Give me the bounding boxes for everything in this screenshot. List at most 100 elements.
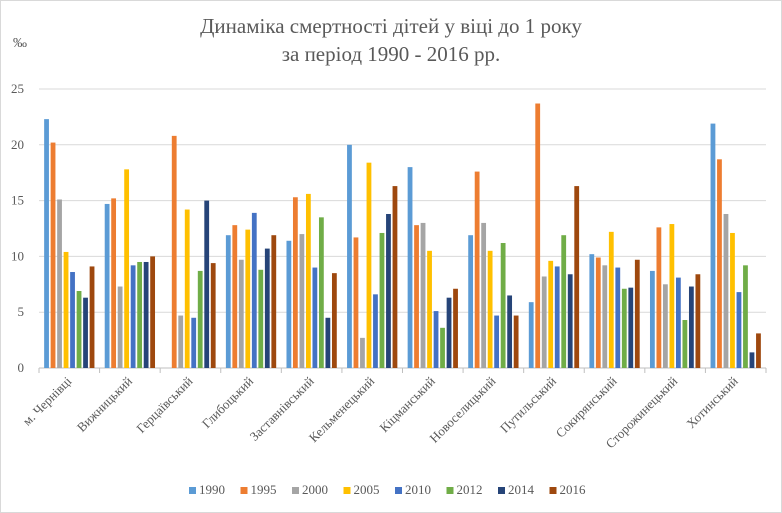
legend-swatch bbox=[395, 487, 402, 494]
bar bbox=[749, 352, 755, 368]
x-category-label: Хотинський bbox=[683, 373, 741, 431]
bar bbox=[414, 225, 419, 368]
bar bbox=[730, 232, 735, 368]
y-tick-label: 5 bbox=[18, 304, 25, 319]
bar bbox=[392, 186, 398, 368]
x-category-label: Сокирянський bbox=[553, 373, 620, 440]
bar bbox=[104, 203, 110, 368]
bar bbox=[743, 265, 748, 368]
bar bbox=[286, 240, 292, 368]
bar bbox=[595, 257, 601, 368]
bar bbox=[574, 186, 580, 368]
bar bbox=[621, 288, 627, 368]
legend-swatch bbox=[240, 487, 248, 494]
bar bbox=[662, 284, 668, 368]
bar bbox=[130, 265, 136, 368]
bar bbox=[117, 286, 123, 368]
bar bbox=[500, 243, 506, 368]
bar bbox=[695, 274, 701, 368]
bar bbox=[150, 256, 156, 368]
bar bbox=[63, 251, 69, 368]
bar bbox=[50, 142, 56, 368]
bar bbox=[602, 265, 608, 368]
bar bbox=[70, 272, 75, 368]
bar bbox=[232, 225, 238, 368]
bar bbox=[251, 212, 257, 368]
bar bbox=[420, 222, 426, 368]
bar bbox=[44, 119, 49, 368]
bar bbox=[528, 302, 534, 368]
legend-label: 2014 bbox=[508, 482, 535, 497]
bar bbox=[184, 209, 190, 368]
bar bbox=[481, 222, 487, 368]
bar bbox=[723, 213, 729, 368]
bar bbox=[468, 235, 474, 368]
bar bbox=[137, 261, 143, 368]
bar bbox=[353, 237, 359, 368]
y-tick-label: 0 bbox=[18, 360, 25, 375]
bar bbox=[318, 217, 324, 368]
bar bbox=[736, 292, 742, 368]
bar bbox=[386, 213, 391, 368]
bar bbox=[513, 315, 519, 368]
bar bbox=[541, 276, 547, 368]
bar bbox=[197, 270, 203, 368]
y-tick-label: 25 bbox=[11, 81, 24, 96]
bar bbox=[688, 286, 694, 368]
bar bbox=[83, 297, 88, 368]
bar bbox=[615, 267, 621, 368]
bar bbox=[656, 227, 662, 368]
bar bbox=[89, 266, 95, 368]
x-category-label: м. Чернівці bbox=[19, 373, 74, 428]
legend-swatch bbox=[446, 487, 454, 494]
bar bbox=[111, 198, 117, 368]
bar bbox=[427, 250, 432, 368]
bar bbox=[204, 200, 210, 368]
legend-swatch bbox=[189, 487, 196, 494]
bar bbox=[210, 263, 216, 368]
bar bbox=[682, 320, 688, 368]
bar bbox=[487, 250, 493, 368]
legend-label: 2005 bbox=[354, 482, 380, 497]
bar bbox=[756, 333, 761, 368]
legend-swatch bbox=[343, 487, 351, 494]
legend-label: 2012 bbox=[457, 482, 483, 497]
bar bbox=[238, 259, 244, 368]
y-tick-label: 20 bbox=[11, 137, 24, 152]
bar bbox=[561, 235, 567, 368]
bar bbox=[124, 169, 130, 368]
x-category-label: Герцаївський bbox=[133, 373, 195, 435]
x-category-label: Вижницький bbox=[74, 373, 135, 434]
bar bbox=[649, 270, 655, 368]
bar bbox=[507, 295, 513, 368]
bar bbox=[178, 315, 184, 368]
bar bbox=[347, 144, 352, 368]
bar bbox=[373, 294, 378, 368]
bar bbox=[191, 317, 197, 368]
bar bbox=[299, 234, 305, 368]
bar bbox=[440, 327, 445, 368]
y-tick-label: 15 bbox=[11, 193, 24, 208]
bar bbox=[325, 317, 331, 368]
legend-label: 2016 bbox=[560, 482, 587, 497]
bar bbox=[567, 274, 573, 368]
bar bbox=[264, 248, 270, 368]
bar bbox=[474, 171, 480, 368]
legend-swatch bbox=[498, 487, 505, 494]
bar bbox=[57, 199, 62, 368]
legend-swatch bbox=[292, 487, 299, 494]
legend-label: 1995 bbox=[251, 482, 277, 497]
bar bbox=[360, 337, 365, 368]
bar bbox=[628, 287, 634, 368]
bar bbox=[407, 167, 413, 368]
y-axis-unit-label: ‰ bbox=[13, 36, 27, 51]
bar bbox=[669, 224, 675, 368]
bar bbox=[675, 277, 681, 368]
bar bbox=[245, 229, 251, 368]
bar bbox=[710, 123, 716, 368]
x-category-label: Глибоцький bbox=[199, 373, 256, 430]
legend-label: 2000 bbox=[302, 482, 328, 497]
bar bbox=[554, 266, 560, 368]
